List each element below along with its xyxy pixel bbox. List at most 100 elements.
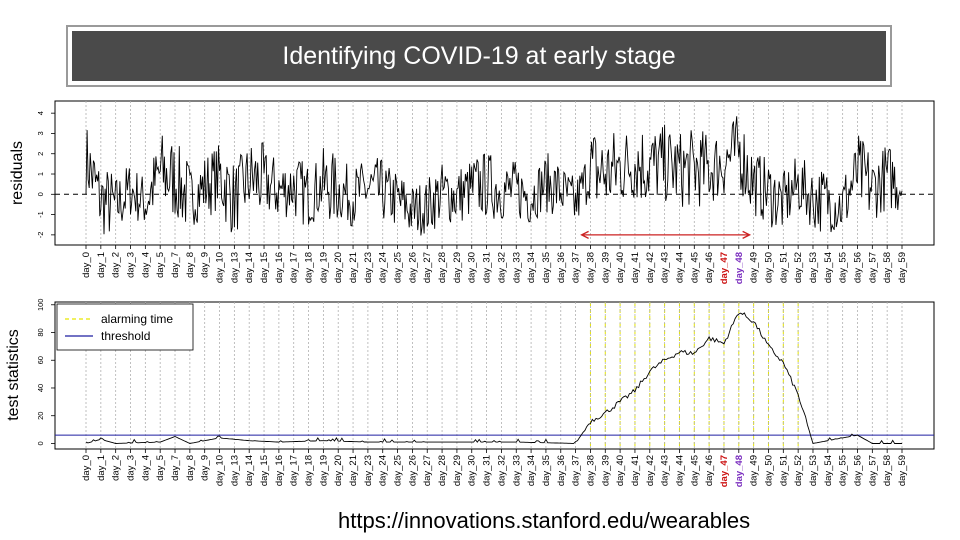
x-tick-label: day_14	[244, 455, 255, 486]
x-tick-label: day_35	[541, 252, 552, 283]
x-tick-label: day_38	[585, 252, 596, 283]
x-tick-label: day_53	[808, 252, 819, 283]
arrow-head-left	[580, 230, 589, 239]
arrow-head-right	[742, 230, 752, 239]
y-tick-label: 60	[36, 356, 45, 364]
x-tick-label: day_42	[645, 455, 656, 486]
plot-frame	[54, 301, 935, 450]
x-tick-label: day_19	[318, 455, 329, 486]
x-tick-label: day_24	[378, 252, 389, 283]
x-tick-label: day_17	[289, 455, 300, 486]
x-tick-label: day_54	[823, 455, 834, 486]
residuals-series-line	[85, 116, 903, 236]
x-tick-label: day_21	[348, 455, 359, 486]
x-tick-label: day_32	[496, 252, 507, 283]
y-tick-label: 100	[36, 299, 45, 312]
x-tick-label: day_15	[259, 455, 270, 486]
x-tick-label: day_59	[897, 252, 908, 283]
x-tick-label: day_57	[867, 252, 878, 283]
y-tick-label: 0	[36, 192, 45, 196]
x-tick-label: day_15	[259, 252, 270, 283]
x-tick-label: day_9	[200, 252, 211, 278]
x-tick-label: day_50	[763, 455, 774, 486]
y-tick-label: 1	[36, 172, 45, 176]
x-tick-label: day_25	[393, 455, 404, 486]
x-tick-label: day_24	[378, 455, 389, 486]
x-tick-label: day_51	[778, 252, 789, 283]
x-tick-label: day_5	[155, 455, 166, 481]
x-tick-label: day_7	[170, 455, 181, 481]
test-statistics-chart: day_0 day_1 day_2 day_3 day_4 day_5 day_7 day_8…	[5, 299, 935, 487]
x-tick-label: day_30	[467, 252, 478, 283]
y-tick-label: 3	[36, 131, 45, 135]
x-tick-label: day_39	[600, 252, 611, 283]
x-tick-label: day_10	[215, 252, 226, 283]
y-tick-label: 0	[36, 441, 45, 445]
x-tick-label: day_2	[111, 252, 122, 278]
x-tick-label: day_27	[422, 252, 433, 283]
x-tick-label: day_8	[185, 455, 196, 481]
x-tick-label: day_8	[185, 252, 196, 278]
x-tick-label: day_27	[422, 455, 433, 486]
y-axis-label: test statistics	[5, 329, 22, 421]
x-tick-label: day_52	[793, 252, 804, 283]
y-axis-label: residuals	[9, 141, 26, 205]
x-tick-label: day_55	[838, 252, 849, 283]
x-tick-label: day_44	[674, 455, 685, 486]
x-tick-label: day_56	[852, 252, 863, 283]
x-tick-label: day_45	[689, 252, 700, 283]
x-tick-label: day_36	[556, 252, 567, 283]
x-tick-label: day_13	[229, 252, 240, 283]
x-tick-label: day_19	[318, 252, 329, 283]
x-tick-label: day_31	[482, 455, 493, 486]
x-tick-label: day_3	[126, 252, 137, 278]
x-tick-label: day_25	[393, 252, 404, 283]
x-tick-label: day_20	[333, 252, 344, 283]
x-tick-label: day_18	[304, 455, 315, 486]
x-tick-label: day_18	[304, 252, 315, 283]
x-tick-label: day_53	[808, 455, 819, 486]
residuals-chart: day_0 day_1 day_2 day_3 day_4 day_5 day_7 day_8…	[9, 100, 935, 284]
x-tick-label: day_50	[763, 252, 774, 283]
x-tick-label: day_56	[852, 455, 863, 486]
x-tick-label: day_34	[526, 455, 537, 486]
x-tick-label: day_26	[407, 455, 418, 486]
x-tick-label: day_9	[200, 455, 211, 481]
x-tick-label: day_45	[689, 455, 700, 486]
x-tick-label: day_58	[882, 252, 893, 283]
y-tick-label: 2	[36, 152, 45, 156]
x-tick-label: day_49	[749, 252, 760, 283]
x-tick-label: day_46	[704, 455, 715, 486]
x-tick-label: day_38	[585, 455, 596, 486]
legend-label: alarming time	[101, 312, 173, 326]
x-tick-label: day_30	[467, 455, 478, 486]
y-tick-label: 4	[36, 111, 45, 115]
x-tick-label: day_47	[719, 455, 730, 487]
x-tick-label: day_2	[111, 455, 122, 481]
x-tick-label: day_43	[660, 252, 671, 283]
x-tick-label: day_39	[600, 455, 611, 486]
x-tick-label: day_42	[645, 252, 656, 283]
y-tick-label: -1	[36, 211, 45, 218]
plot-frame	[54, 100, 935, 246]
footer-url[interactable]: https://innovations.stanford.edu/wearabl…	[338, 508, 751, 533]
x-tick-label: day_1	[96, 252, 107, 278]
x-tick-label: day_33	[511, 252, 522, 283]
x-tick-label: day_48	[734, 252, 745, 284]
x-tick-label: day_36	[556, 455, 567, 486]
x-tick-label: day_32	[496, 455, 507, 486]
x-tick-label: day_35	[541, 455, 552, 486]
x-tick-label: day_43	[660, 455, 671, 486]
x-tick-label: day_41	[630, 252, 641, 283]
x-tick-label: day_0	[81, 455, 92, 481]
x-tick-label: day_17	[289, 252, 300, 283]
x-tick-label: day_29	[452, 252, 463, 283]
x-tick-label: day_20	[333, 455, 344, 486]
x-tick-label: day_58	[882, 455, 893, 486]
x-tick-label: day_4	[140, 455, 151, 481]
x-tick-label: day_10	[215, 455, 226, 486]
x-tick-label: day_34	[526, 252, 537, 283]
x-tick-label: day_23	[363, 455, 374, 486]
